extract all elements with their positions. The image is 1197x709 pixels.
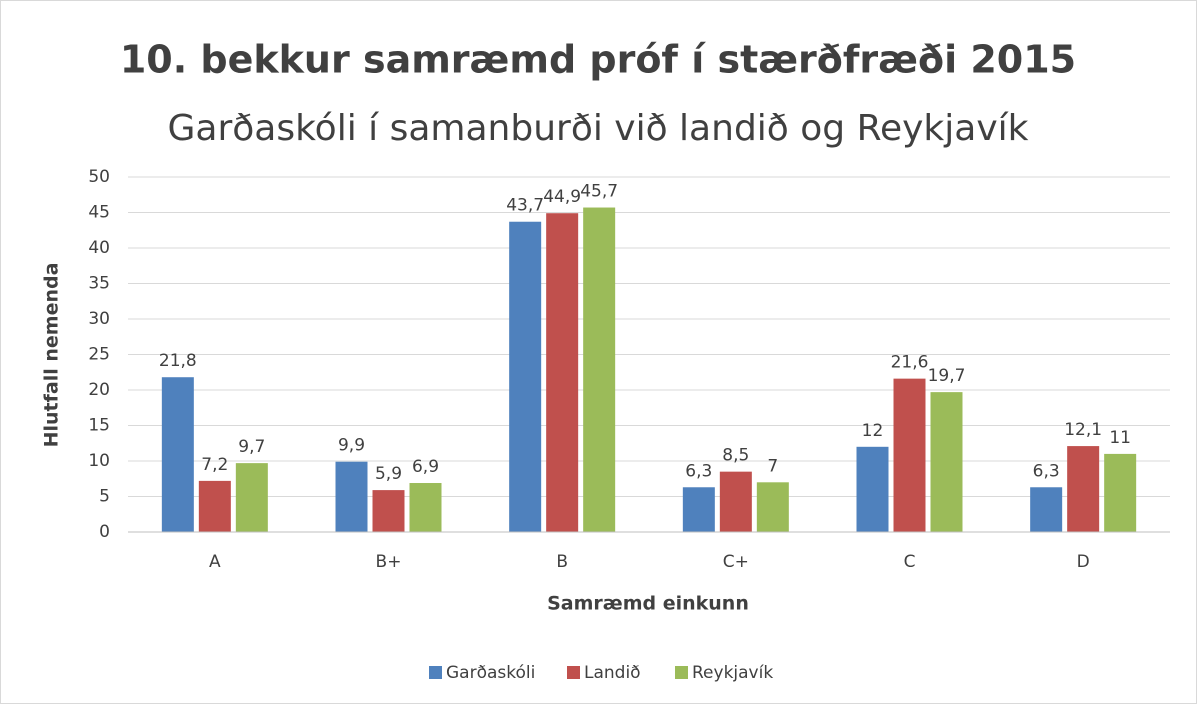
- bar: [546, 213, 579, 532]
- data-label: 45,7: [580, 182, 618, 202]
- bar: [1030, 487, 1063, 532]
- x-tick-label: C+: [723, 552, 749, 572]
- y-tick-label: 30: [88, 309, 110, 329]
- y-tick-label: 40: [88, 238, 110, 258]
- data-label: 12: [862, 421, 884, 441]
- bar: [372, 490, 405, 532]
- legend-label: Landið: [584, 663, 641, 683]
- data-label: 9,9: [338, 436, 365, 456]
- chart-subtitle: Garðaskóli í samanburði við landið og Re…: [168, 108, 1029, 149]
- x-axis-label: Samræmd einkunn: [547, 593, 749, 615]
- data-label: 6,3: [1033, 461, 1060, 481]
- data-label: 7,2: [201, 455, 228, 475]
- data-label: 7: [767, 456, 778, 476]
- bar: [335, 461, 368, 532]
- data-label: 6,3: [685, 461, 712, 481]
- bar: [719, 471, 752, 532]
- data-label: 44,9: [543, 187, 581, 207]
- y-tick-label: 5: [99, 487, 110, 507]
- bar: [756, 482, 789, 532]
- data-label: 5,9: [375, 464, 402, 484]
- y-tick-label: 15: [88, 416, 110, 436]
- y-tick-label: 50: [88, 167, 110, 187]
- bar: [1067, 446, 1100, 532]
- bar: [893, 378, 926, 532]
- data-label: 21,6: [891, 353, 929, 373]
- bar: [161, 377, 194, 532]
- data-label: 12,1: [1064, 420, 1102, 440]
- x-tick-label: A: [209, 552, 221, 572]
- legend-label: Garðaskóli: [446, 663, 535, 683]
- bar: [583, 207, 616, 532]
- y-tick-label: 0: [99, 522, 110, 542]
- bar: [682, 487, 715, 532]
- y-axis-label: Hlutfall nemenda: [41, 263, 63, 448]
- bar: [198, 480, 231, 532]
- bar: [409, 483, 442, 532]
- legend-swatch: [567, 666, 580, 679]
- bar: [509, 221, 542, 533]
- bar: [856, 446, 889, 532]
- legend-swatch: [429, 666, 442, 679]
- y-tick-label: 45: [88, 203, 110, 223]
- bar: [235, 463, 268, 532]
- legend-label: Reykjavík: [692, 663, 773, 683]
- data-label: 8,5: [722, 446, 749, 466]
- y-tick-label: 10: [88, 451, 110, 471]
- data-label: 19,7: [928, 366, 966, 386]
- y-tick-label: 25: [88, 345, 110, 365]
- data-label: 21,8: [159, 351, 197, 371]
- bar: [930, 392, 963, 532]
- x-tick-label: B+: [376, 552, 402, 572]
- data-label: 11: [1109, 428, 1131, 448]
- x-tick-label: B: [556, 552, 568, 572]
- data-label: 9,7: [238, 437, 265, 457]
- data-label: 43,7: [506, 196, 544, 216]
- y-tick-label: 20: [88, 380, 110, 400]
- legend-swatch: [675, 666, 688, 679]
- bar: [1104, 453, 1137, 532]
- chart-title: 10. bekkur samræmd próf í stærðfræði 201…: [120, 38, 1076, 82]
- x-tick-label: D: [1077, 552, 1090, 572]
- data-label: 6,9: [412, 457, 439, 477]
- x-tick-label: C: [904, 552, 916, 572]
- y-tick-label: 35: [88, 274, 110, 294]
